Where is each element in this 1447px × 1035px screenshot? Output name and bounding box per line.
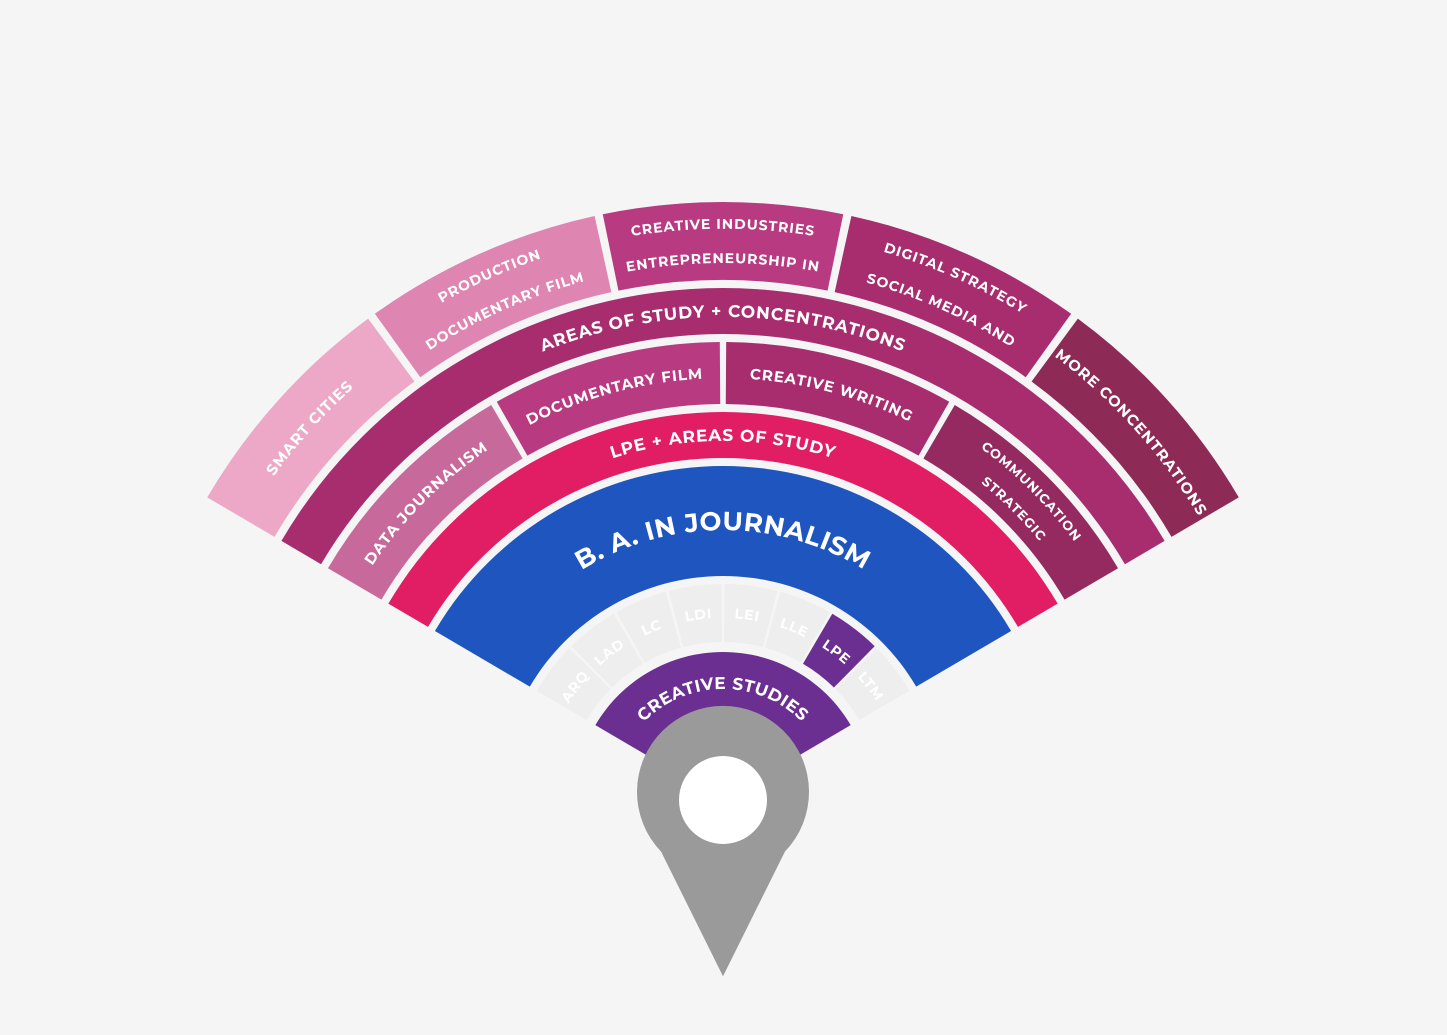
map-pin-icon [637, 706, 809, 976]
fan-diagram: CREATIVE STUDIESARQLADLCLDILEILLELPELTMB… [0, 0, 1447, 1035]
segment-label: LDI [683, 604, 713, 625]
segment-label: LEI [734, 604, 762, 625]
